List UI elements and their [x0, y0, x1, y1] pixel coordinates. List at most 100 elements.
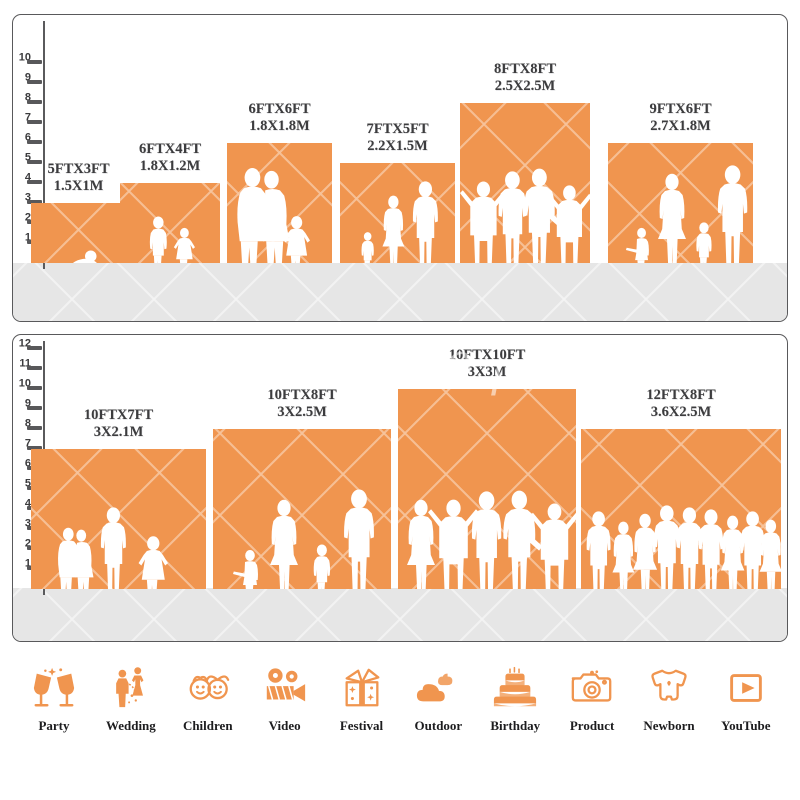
- y-tick-label: 6: [24, 457, 31, 470]
- bar-size-meters: 3X2.5M: [277, 403, 327, 420]
- gift-box-icon: [339, 660, 385, 716]
- axis-line: [43, 21, 45, 269]
- bar-size-label: 9FTX6FT 2.7X1.8M: [591, 101, 771, 135]
- person-silhouette-woman: [721, 515, 745, 589]
- backdrop-bar[interactable]: [31, 203, 126, 263]
- bar-size-meters: 1.5X1M: [53, 177, 104, 194]
- category-label: Newborn: [643, 718, 695, 733]
- y-tick-label: 4: [24, 171, 31, 184]
- bar-size-feet: 10FTX8FT: [267, 387, 337, 403]
- bar-size-feet: 12FTX8FT: [646, 387, 716, 403]
- y-tick-label: 7: [24, 437, 31, 450]
- category-item-festival[interactable]: Festival: [326, 660, 398, 734]
- y-tick: 8: [13, 418, 47, 430]
- person-silhouette-child: [313, 544, 330, 589]
- y-tick-label: 7: [24, 111, 31, 124]
- person-silhouette-adult: [100, 507, 126, 589]
- person-silhouette-coupleHug: [237, 168, 290, 263]
- y-tick: 10: [13, 52, 47, 64]
- category-item-outdoor[interactable]: Outdoor: [402, 660, 474, 734]
- backdrop-bar[interactable]: [608, 143, 753, 263]
- y-tick: 7: [13, 112, 47, 124]
- person-silhouette-woman: [612, 521, 634, 589]
- category-item-youtube[interactable]: YouTube: [710, 660, 782, 734]
- backdrop-bar[interactable]: [227, 143, 332, 263]
- category-item-party[interactable]: Party: [18, 660, 90, 734]
- category-item-birthday[interactable]: Birthday: [479, 660, 551, 734]
- bar-size-feet: 10FTX7FT: [83, 407, 154, 423]
- person-silhouette-woman: [759, 519, 781, 589]
- person-silhouette-toddlerArmOut: [233, 550, 259, 589]
- y-tick-label: 10: [18, 51, 31, 64]
- person-silhouette-adultHandOnHip: [503, 490, 543, 589]
- person-silhouette-adult: [741, 511, 765, 589]
- person-silhouette-girlDress: [282, 216, 310, 263]
- person-silhouette-child: [149, 216, 167, 263]
- video-camera-icon: [262, 660, 308, 716]
- bar-size-label: 5FTX3FT 1.5X1M: [13, 161, 169, 195]
- category-strip: Party Wedding Children: [0, 660, 800, 760]
- bar-size-label: 6FTX6FT 1.8X1.8M: [190, 101, 370, 135]
- y-tick-label: 1: [24, 557, 31, 570]
- bar-size-label: 10FTX7FT 3X2.1M: [29, 407, 209, 441]
- y-axis-top: 1 2 3 4 5 6 7 8 9 10: [13, 15, 47, 321]
- play-button-icon: [723, 660, 769, 716]
- person-silhouette-woman: [657, 173, 686, 263]
- floor-texture-bottom: [13, 588, 787, 641]
- chart-panel-top: 1 2 3 4 5 6 7 8 9 10 5FTX3FT 1.5X1M 6FTX4FT 1.8X1.2…: [12, 14, 788, 322]
- floor-texture-top: [13, 263, 787, 321]
- bar-size-meters: 3X3M: [467, 363, 507, 380]
- y-tick: 3: [13, 192, 47, 204]
- y-tick: 8: [13, 92, 47, 104]
- bar-size-feet: 7FTX5FT: [366, 121, 429, 137]
- bar-size-label: 12FTX8FT 3.6X2.5M: [591, 387, 771, 421]
- y-tick-label: 8: [24, 417, 31, 430]
- backdrop-bar[interactable]: [340, 163, 455, 263]
- bar-size-label: 8FTX8FT 2.5X2.5M: [435, 61, 615, 95]
- backdrop-bar[interactable]: [398, 389, 576, 589]
- y-tick-mark: [27, 199, 42, 204]
- backdrop-bar[interactable]: [460, 103, 590, 263]
- y-tick: 11: [13, 358, 47, 370]
- category-item-video[interactable]: Video: [249, 660, 321, 734]
- person-silhouette-adultArmsUp: [530, 503, 576, 589]
- y-tick: 6: [13, 132, 47, 144]
- y-tick-mark: [27, 345, 42, 350]
- y-tick-mark: [27, 59, 42, 64]
- person-silhouette-girlDress: [138, 536, 169, 589]
- category-item-newborn[interactable]: Newborn: [633, 660, 705, 734]
- bar-size-feet: 8FTX8FT: [493, 61, 557, 77]
- category-item-wedding[interactable]: Wedding: [95, 660, 167, 734]
- person-silhouette-adult: [412, 181, 438, 263]
- category-label: YouTube: [721, 718, 771, 733]
- category-item-product[interactable]: Product: [556, 660, 628, 734]
- y-tick-label: 8: [24, 91, 31, 104]
- person-silhouette-toddlerArmOut: [625, 227, 649, 263]
- person-silhouette-adult: [472, 491, 502, 589]
- backdrop-bar[interactable]: [581, 429, 781, 589]
- person-silhouette-adult: [498, 171, 526, 263]
- y-tick-mark: [27, 385, 42, 390]
- baby-onesie-icon: [646, 660, 692, 716]
- bar-size-meters: 2.7X1.8M: [650, 117, 711, 134]
- backdrop-bar[interactable]: [31, 449, 206, 589]
- children-faces-icon: [185, 660, 231, 716]
- category-label: Birthday: [490, 718, 541, 733]
- person-silhouette-adult: [344, 489, 374, 589]
- person-silhouette-crawlingBaby: [73, 250, 98, 263]
- y-tick-mark: [27, 179, 42, 184]
- backdrop-bar[interactable]: [120, 183, 220, 263]
- bar-size-feet: 10FTX10FT: [448, 347, 526, 363]
- y-tick-label: 4: [24, 497, 31, 510]
- wedding-couple-icon: [108, 660, 154, 716]
- person-silhouette-adultArmsUp: [546, 185, 590, 263]
- category-item-children[interactable]: Children: [172, 660, 244, 734]
- y-tick-label: 1: [24, 231, 31, 244]
- category-label: Video: [268, 718, 301, 733]
- person-silhouette-adult: [676, 507, 702, 589]
- y-tick-mark: [27, 365, 42, 370]
- y-tick: 12: [13, 338, 47, 350]
- backdrop-bar[interactable]: [213, 429, 391, 589]
- y-tick: 7: [13, 438, 47, 450]
